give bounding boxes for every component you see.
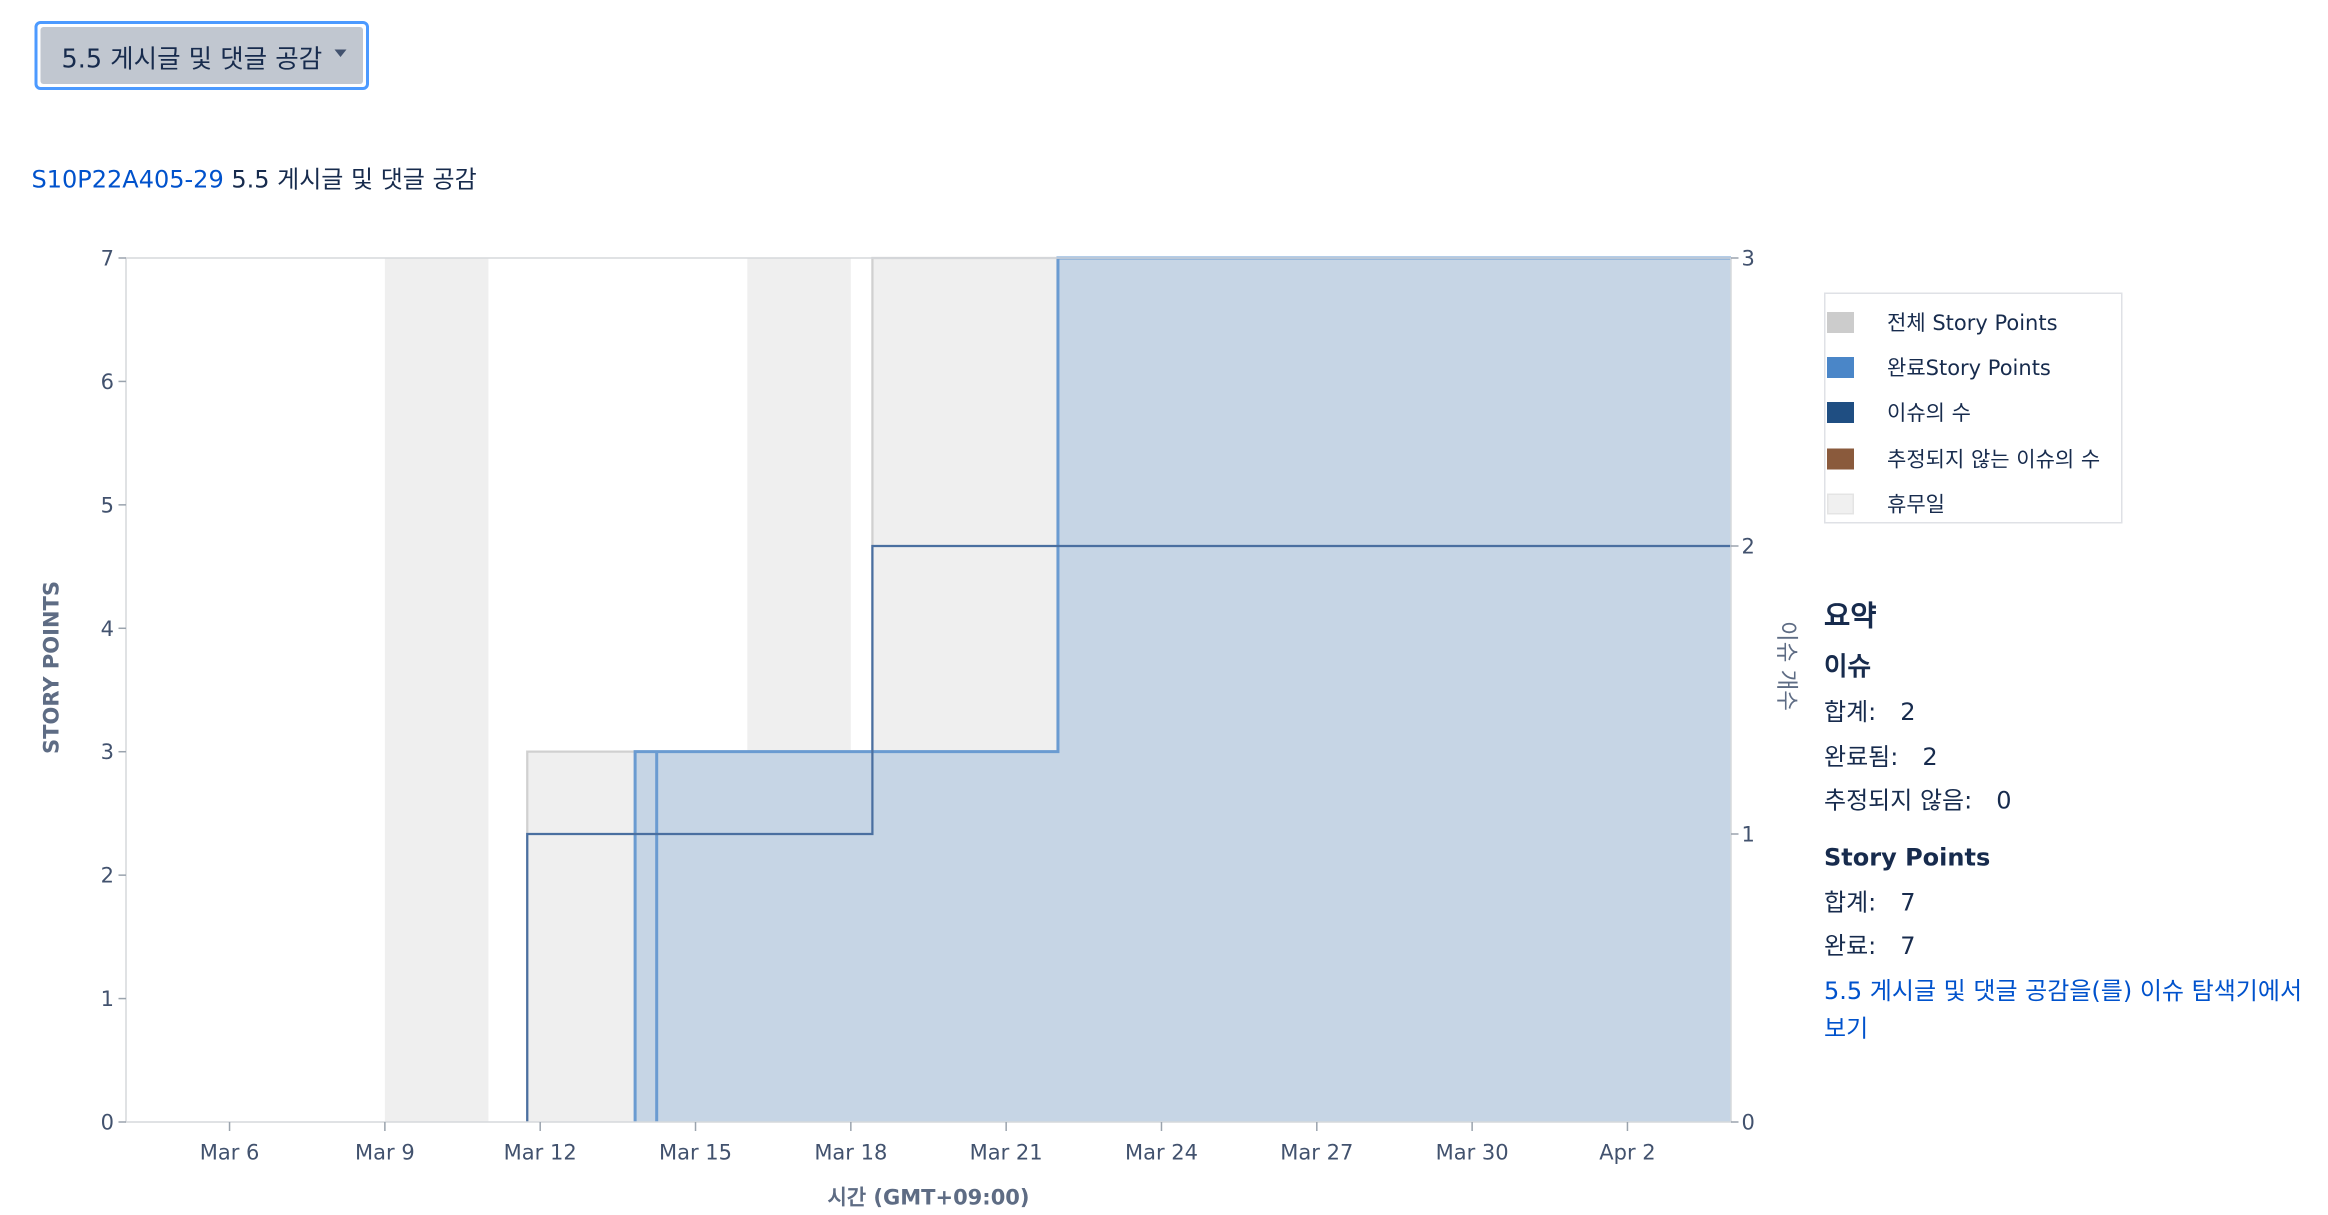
sp-total-value: 7 [1900, 887, 1916, 916]
chart-legend: 전체 Story Points 완료Story Points 이슈의 수 추정되… [1824, 292, 2123, 526]
legend-item-non-working-days[interactable]: 휴무일 [1826, 481, 2122, 526]
issue-title: 5.5 게시글 및 댓글 공감 [231, 165, 477, 194]
x-tick-label: Mar 18 [814, 1141, 887, 1165]
axes: 0 1 2 3 4 5 6 7 0 1 2 3 Mar 6 Mar 9 Mar 12 Mar 15 Mar 18… [101, 247, 1755, 1165]
chart-subtitle: S10P22A405-29 5.5 게시글 및 댓글 공감 [32, 159, 477, 195]
x-tick-label: Mar 30 [1436, 1141, 1509, 1165]
x-tick-label: Mar 15 [659, 1141, 732, 1165]
issues-total-row: 합계: 2 [1824, 690, 2328, 734]
legend-item-completed[interactable]: 완료Story Points [1826, 345, 2122, 390]
plot-border [125, 257, 1732, 1123]
issue-key-link[interactable]: S10P22A405-29 [31, 165, 224, 194]
y-tick-label: 7 [101, 247, 114, 271]
completed-area-fill [635, 258, 1731, 1122]
burnup-chart: 0 1 2 3 4 5 6 7 0 1 2 3 Mar 6 Mar 9 Mar 12 Mar 15 Mar 18… [40, 247, 1800, 1210]
legend-label: 이슈의 수 [1887, 402, 1971, 427]
x-tick-label: Mar 24 [1125, 1141, 1198, 1165]
x-tick-label: Mar 12 [504, 1141, 577, 1165]
x-tick-label: Mar 6 [200, 1141, 260, 1165]
summary-panel: 요약 이슈 합계: 2 완료됨: 2 추정되지 않음: 0 Story Points … [1824, 597, 2328, 1046]
y2-tick-label: 1 [1742, 823, 1755, 847]
y-axis-title: STORY POINTS [40, 581, 64, 754]
sp-done-value: 7 [1900, 931, 1916, 961]
issues-done-row: 완료됨: 2 [1824, 734, 2328, 778]
legend-label: 전체 Story Points [1887, 312, 2058, 337]
legend-item-issue-count[interactable]: 이슈의 수 [1826, 391, 2122, 436]
y-tick-label: 6 [101, 370, 114, 394]
issues-unestimated-label: 추정되지 않음: [1824, 786, 1973, 815]
legend-label: 완료Story Points [1887, 357, 2051, 382]
sp-total-row: 합계: 7 [1824, 880, 2328, 924]
issue-count-line [526, 544, 1731, 1122]
issue-count-line [526, 544, 1731, 1122]
y-tick-label: 3 [101, 740, 114, 764]
y-tick-label: 0 [101, 1111, 114, 1135]
x-tick-label: Mar 9 [355, 1141, 415, 1165]
legend-label: 휴무일 [1887, 493, 1945, 518]
y-tick-label: 4 [101, 617, 114, 641]
legend-swatch-unestimated [1827, 447, 1854, 469]
issues-unestimated-row: 추정되지 않음: 0 [1824, 779, 2328, 823]
x-tick-label: Mar 21 [970, 1141, 1043, 1165]
issues-total-value: 2 [1900, 697, 1916, 727]
issues-heading: 이슈 [1824, 652, 1871, 683]
chevron-down-icon [334, 48, 347, 57]
y2-tick-label: 2 [1742, 535, 1755, 559]
x-tick-label: Mar 27 [1280, 1141, 1353, 1165]
legend-item-unestimated[interactable]: 추정되지 않는 이슈의 수 [1826, 436, 2122, 481]
summary-title: 요약 [1824, 600, 1877, 633]
sp-total-label: 합계: [1824, 887, 1877, 916]
y-tick-label: 1 [101, 987, 114, 1011]
y-tick-label: 2 [101, 864, 114, 888]
issues-unestimated-value: 0 [1996, 786, 2012, 815]
dropdown-face[interactable]: 5.5 게시글 및 댓글 공감 [40, 27, 363, 84]
y-tick-label: 5 [101, 493, 114, 517]
sp-done-label: 완료: [1824, 931, 1877, 961]
issues-total-label: 합계: [1824, 697, 1877, 727]
issue-explorer-link[interactable]: 5.5 게시글 및 댓글 공감을(를) 이슈 탐색기에서 보기 [1824, 975, 2303, 1042]
y2-tick-label: 3 [1742, 247, 1755, 271]
legend-swatch-issue-count [1827, 402, 1854, 424]
legend-swatch-non-working [1827, 493, 1854, 515]
completed-area-line [633, 256, 1731, 1122]
legend-item-total[interactable]: 전체 Story Points [1826, 300, 2122, 345]
story-points-heading: Story Points [1824, 842, 1991, 871]
issues-done-value: 2 [1922, 741, 1938, 771]
dropdown-label: 5.5 게시글 및 댓글 공감 [61, 44, 323, 75]
x-tick-label: Apr 2 [1599, 1141, 1655, 1165]
completed-story-points-area [633, 256, 1731, 1122]
total-area-fill [527, 258, 1731, 1122]
non-working-band [384, 258, 489, 1122]
y2-tick-label: 0 [1742, 1111, 1755, 1135]
legend-label: 추정되지 않는 이슈의 수 [1887, 447, 2101, 472]
issue-select-dropdown[interactable]: 5.5 게시글 및 댓글 공감 [34, 21, 369, 90]
legend-swatch-total [1827, 312, 1854, 334]
sp-done-row: 완료: 7 [1824, 924, 2328, 968]
legend-swatch-completed [1827, 357, 1854, 379]
issues-done-label: 완료됨: [1824, 741, 1899, 771]
right-axis-title: 이슈 개수 [1773, 621, 1799, 711]
